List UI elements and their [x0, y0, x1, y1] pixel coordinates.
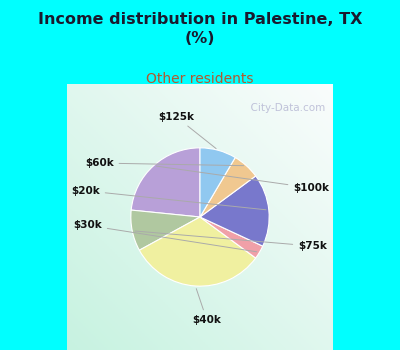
Text: $75k: $75k: [135, 231, 327, 251]
Text: $60k: $60k: [85, 158, 244, 168]
Text: City-Data.com: City-Data.com: [244, 103, 325, 113]
Text: $100k: $100k: [156, 166, 329, 193]
Text: Other residents: Other residents: [146, 72, 254, 86]
Wedge shape: [200, 148, 235, 217]
Wedge shape: [200, 158, 256, 217]
Text: $20k: $20k: [71, 186, 266, 210]
Text: $30k: $30k: [73, 220, 257, 252]
Wedge shape: [131, 210, 200, 250]
Text: Income distribution in Palestine, TX
(%): Income distribution in Palestine, TX (%): [38, 12, 362, 46]
Wedge shape: [200, 217, 263, 258]
Wedge shape: [200, 176, 269, 246]
Wedge shape: [139, 217, 256, 286]
Text: $125k: $125k: [158, 112, 216, 148]
Text: $40k: $40k: [192, 289, 221, 325]
Wedge shape: [131, 148, 200, 217]
